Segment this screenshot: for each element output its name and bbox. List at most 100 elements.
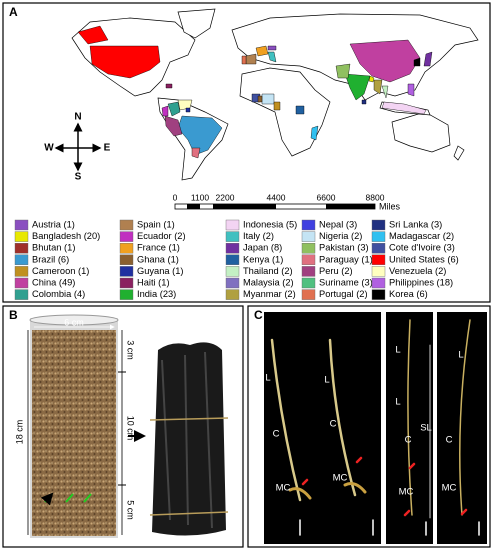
compass-w: W <box>44 143 54 154</box>
scale-unit: Miles <box>379 201 401 211</box>
country <box>257 95 263 103</box>
legend-swatch <box>119 277 134 289</box>
country-patches <box>77 25 433 159</box>
legend-label: Peru (2) <box>319 266 353 276</box>
country <box>89 45 161 79</box>
legend-swatch <box>371 231 386 242</box>
legend-label: Brazil (6) <box>32 254 69 264</box>
legend-swatch <box>301 289 316 300</box>
legend-swatch <box>225 242 240 254</box>
dim-width: 6 cm <box>64 317 84 327</box>
country <box>413 57 421 67</box>
legend-label: Haiti (1) <box>137 277 170 287</box>
legend-swatch <box>301 277 316 289</box>
legend-swatch <box>301 266 316 277</box>
country <box>161 105 169 117</box>
compass-s: S <box>75 172 82 183</box>
legend-label: China (49) <box>32 277 75 287</box>
legend-swatch <box>225 254 240 266</box>
scale-label: 8800 <box>366 192 385 202</box>
legend-label: Malaysia (2) <box>243 277 294 287</box>
legend-label: Nepal (3) <box>319 219 357 229</box>
scale-label: 1100 <box>191 192 210 202</box>
legend-label: Nigeria (2) <box>319 231 362 241</box>
legend-swatch <box>14 254 29 266</box>
dim-height: 18 cm <box>14 420 24 445</box>
legend: Austria (1) Bangladesh (20) Bhutan (1)Braz… <box>14 219 459 300</box>
scale-label: 4400 <box>267 192 286 202</box>
legend-swatch <box>119 231 134 242</box>
plant-label: L <box>395 397 400 408</box>
legend-label: France (1) <box>137 243 180 253</box>
country <box>261 93 275 105</box>
plant-label: L <box>324 375 329 386</box>
plant-label: L <box>265 373 270 384</box>
country <box>273 101 281 111</box>
plant-label: C <box>273 429 280 440</box>
legend-label: Myanmar (2) <box>243 289 296 299</box>
legend-label: Indonesia (5) <box>243 219 297 229</box>
legend-swatch <box>119 242 134 254</box>
country <box>165 83 173 89</box>
legend-label: Bhutan (1) <box>32 243 75 253</box>
legend-label: Korea (6) <box>389 289 428 299</box>
compass-e: E <box>104 143 111 154</box>
panel-label: C <box>254 308 263 322</box>
plant-label: C <box>330 419 337 430</box>
plant-label: L <box>458 350 463 361</box>
compass: N S W E <box>44 112 110 183</box>
panel-label: A <box>9 5 18 19</box>
legend-label: Kenya (1) <box>243 254 283 264</box>
legend-label: Austria (1) <box>32 219 75 229</box>
country <box>295 105 305 115</box>
legend-label: Thailand (2) <box>243 266 293 276</box>
legend-label: Bangladesh (20) <box>32 231 100 241</box>
legend-swatch <box>119 219 134 231</box>
country <box>361 99 367 105</box>
country <box>381 85 389 99</box>
legend-label: Spain (1) <box>137 219 175 229</box>
plant-label: MC <box>276 483 291 494</box>
plant-label: C <box>405 435 412 446</box>
legend-swatch <box>371 289 386 300</box>
country <box>368 75 375 83</box>
legend-swatch <box>225 277 240 289</box>
legend-label: Suriname (3) <box>319 277 373 287</box>
plant-labels: L C MC L C MC L L C SL MC L C MC <box>265 345 463 498</box>
country <box>267 51 277 63</box>
legend-swatch <box>371 254 386 266</box>
legend-swatch <box>119 289 134 300</box>
country <box>241 55 247 65</box>
legend-swatch <box>225 231 240 242</box>
panel-label: B <box>9 308 18 322</box>
legend-swatch <box>301 219 316 231</box>
legend-label: Japan (8) <box>243 243 282 253</box>
legend-label: Philippines (18) <box>389 277 453 287</box>
legend-swatch <box>14 242 29 254</box>
legend-label: Cameroon (1) <box>32 266 89 276</box>
legend-swatch <box>14 266 29 277</box>
country <box>310 125 319 141</box>
legend-swatch <box>119 266 134 277</box>
legend-label: Ghana (1) <box>137 254 179 264</box>
scale-label: 6600 <box>317 192 336 202</box>
legend-label: Pakistan (3) <box>319 243 369 253</box>
legend-swatch <box>14 219 29 231</box>
dim-middle: 10 cm <box>126 416 136 441</box>
bag-photo <box>149 342 229 536</box>
legend-swatch <box>301 254 316 266</box>
legend-swatch <box>301 231 316 242</box>
legend-label: Italy (2) <box>243 231 274 241</box>
seedlings <box>270 319 480 536</box>
legend-label: Guyana (1) <box>137 266 184 276</box>
plant-label: C <box>446 435 453 446</box>
legend-swatch <box>225 219 240 231</box>
dim-top: 3 cm <box>126 340 136 360</box>
scale-label: 2200 <box>216 192 235 202</box>
legend-swatch <box>14 289 29 300</box>
legend-swatch <box>14 277 29 289</box>
country <box>167 101 181 117</box>
legend-label: Cote d'Ivoire (3) <box>389 243 455 253</box>
country <box>335 63 351 79</box>
